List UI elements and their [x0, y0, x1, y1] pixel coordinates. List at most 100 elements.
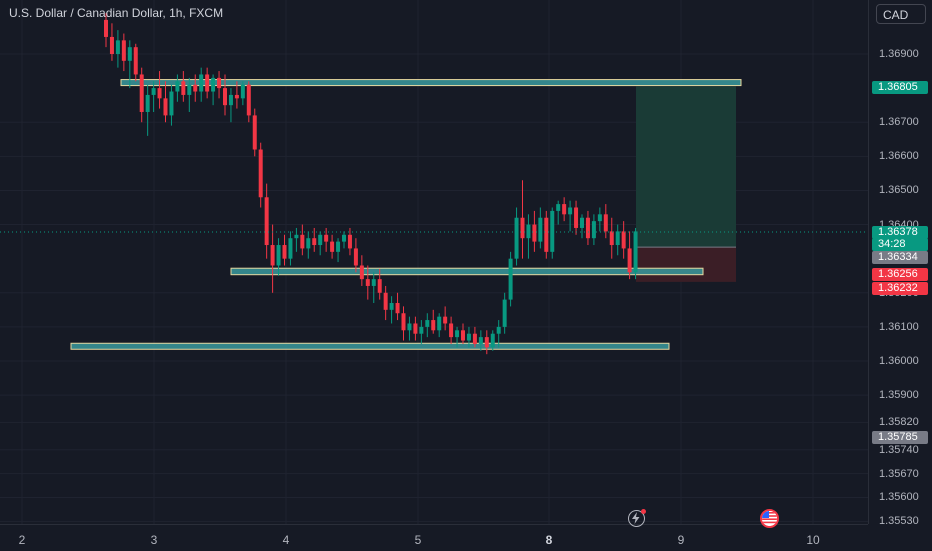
price-axis-label: 1.35600 [879, 491, 919, 504]
candle [240, 81, 245, 106]
candle [496, 320, 501, 348]
stop-area[interactable] [636, 247, 736, 282]
candle [288, 231, 293, 266]
price-axis-label: 1.35530 [879, 515, 919, 528]
candle [532, 210, 537, 252]
candle [169, 84, 174, 126]
candle [306, 231, 311, 259]
price-axis-label: 1.36900 [879, 48, 919, 60]
time-axis-label: 2 [18, 533, 26, 547]
time-axis-label: 3 [150, 533, 158, 547]
candle [419, 320, 424, 344]
symbol-title[interactable]: U.S. Dollar / Canadian Dollar, 1h, FXCM [9, 6, 224, 20]
candle [181, 71, 186, 102]
candle [514, 207, 519, 266]
price-axis-label: 1.35820 [879, 416, 919, 429]
candle [342, 231, 346, 249]
candle [603, 204, 608, 239]
candle [461, 323, 465, 344]
candle [508, 251, 513, 307]
candle [544, 210, 549, 259]
candle [193, 74, 198, 102]
currency-button[interactable]: CAD [876, 4, 926, 24]
lightning-icon[interactable] [628, 509, 646, 527]
candle [466, 326, 471, 348]
candle [324, 227, 329, 252]
grid-layer [0, 0, 868, 524]
candle [591, 214, 596, 246]
price-axis-label: 1.35670 [879, 467, 919, 480]
candle [139, 67, 144, 123]
candle [359, 255, 364, 286]
candle [431, 309, 436, 334]
candle [294, 227, 299, 252]
price-axis-label: 1.36600 [879, 150, 919, 163]
price-axis-label: 1.36700 [879, 116, 919, 129]
candle [365, 265, 370, 300]
candle [282, 234, 287, 266]
price-chart[interactable] [0, 0, 868, 524]
candle [234, 81, 239, 109]
candle [401, 306, 406, 341]
time-axis-label: 4 [282, 533, 290, 547]
candle [175, 74, 180, 102]
support-zone-low[interactable] [70, 342, 670, 350]
candle [104, 13, 108, 48]
candle [413, 316, 418, 341]
candle [484, 330, 489, 355]
candle [371, 272, 376, 304]
candle [585, 210, 590, 246]
time-axis-label: 8 [545, 533, 553, 547]
candle [127, 40, 132, 89]
price-axis-label: 1.36100 [879, 320, 919, 333]
candle [377, 268, 382, 300]
candle [502, 292, 507, 334]
candle [562, 197, 567, 222]
candle [121, 33, 126, 72]
candle [270, 224, 275, 293]
chart-area[interactable]: U.S. Dollar / Canadian Dollar, 1h, FXCM [0, 0, 868, 524]
position-tool[interactable] [636, 86, 736, 282]
candle [621, 221, 626, 259]
current-price-tag: 1.36378 [872, 226, 928, 239]
price-axis-label: 1.35900 [879, 389, 919, 402]
target-area[interactable] [636, 86, 736, 248]
candle [151, 81, 156, 112]
candle [556, 200, 561, 225]
candle [347, 227, 352, 256]
candle [455, 326, 460, 348]
resistance-zone[interactable] [120, 79, 742, 87]
candle [264, 183, 269, 259]
price-axis-label: 1.35740 [879, 443, 919, 456]
candle [407, 316, 412, 341]
candle [449, 316, 454, 344]
us-flag-icon[interactable] [760, 509, 779, 528]
candle [145, 84, 150, 136]
candle [395, 292, 400, 321]
candle [520, 180, 525, 259]
candle [330, 234, 335, 259]
candle [443, 306, 448, 331]
candle [550, 207, 555, 259]
candle [163, 81, 168, 123]
close-price-tag: 1.36256 [872, 268, 928, 281]
target-price-tag: 1.36805 [872, 81, 928, 94]
candle [383, 285, 388, 321]
support-zone-mid[interactable] [230, 267, 704, 276]
candle [597, 207, 602, 232]
candle [157, 71, 162, 109]
time-axis[interactable]: 2 3 4 5 8 9 10 [0, 524, 868, 551]
candle [633, 227, 638, 280]
price-axis-label: 1.36000 [879, 355, 919, 367]
candle [568, 200, 573, 232]
low-price-tag: 1.35785 [872, 431, 928, 444]
time-axis-label: 5 [414, 533, 422, 547]
candle [615, 224, 620, 256]
candle [425, 313, 430, 338]
time-axis-label: 10 [806, 533, 820, 547]
time-axis-label: 9 [677, 533, 685, 547]
candle [246, 81, 251, 123]
candle [353, 238, 358, 273]
candle [538, 207, 543, 249]
candle [276, 238, 281, 276]
